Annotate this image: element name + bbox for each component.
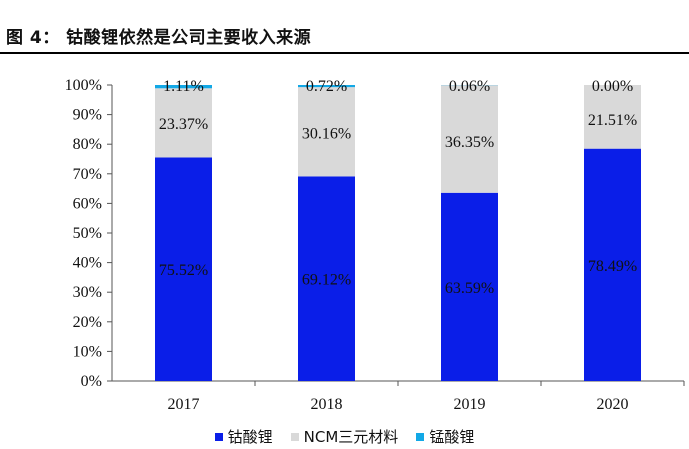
legend-item: 钴酸锂	[214, 426, 273, 447]
bar-segment	[441, 192, 498, 381]
chart-data-labels: 75.52% 23.37% 1.11% 69.12% 30.16% 0.72% 63.59%…	[159, 78, 637, 297]
x-tick-label: 2019	[454, 396, 486, 413]
bar-segment	[584, 85, 641, 149]
legend-label: 钴酸锂	[227, 428, 273, 446]
bar-segment	[298, 85, 355, 88]
data-label: 21.51%	[588, 112, 637, 129]
y-tick-label: 30%	[73, 284, 102, 301]
data-label: 1.11%	[163, 78, 204, 95]
y-tick-label: 20%	[73, 314, 102, 331]
legend-swatch	[416, 432, 425, 441]
legend-item: NCM三元材料	[290, 426, 399, 447]
y-tick-label: 60%	[73, 195, 102, 212]
legend-label: 锰酸锂	[429, 428, 475, 446]
chart-axes: 0% 10% 20% 30% 40% 50% 60% 70% 80% 90% 100% 2017 201…	[65, 77, 685, 413]
y-tick-label: 100%	[65, 77, 102, 94]
y-tick-label: 90%	[73, 107, 102, 124]
legend-item: 锰酸锂	[416, 426, 474, 447]
data-label: 0.00%	[592, 78, 633, 95]
y-tick-label: 10%	[73, 343, 102, 360]
data-label: 23.37%	[159, 116, 208, 133]
y-tick-label: 70%	[73, 166, 102, 183]
data-label: 0.06%	[449, 78, 490, 95]
y-tick-label: 0%	[81, 373, 102, 390]
bar-segment	[155, 85, 212, 89]
data-label: 69.12%	[302, 272, 351, 289]
legend-swatch	[214, 432, 223, 441]
y-tick-label: 40%	[73, 255, 102, 272]
x-tick-label: 2018	[311, 396, 343, 413]
bar-segment	[298, 87, 355, 177]
bar-segment	[155, 88, 212, 158]
legend-swatch	[290, 432, 299, 441]
stacked-bar-chart: 0% 10% 20% 30% 40% 50% 60% 70% 80% 90% 100% 2017 201…	[65, 77, 685, 413]
bar-segment	[155, 157, 212, 381]
legend-label: NCM三元材料	[303, 428, 399, 446]
y-tick-label: 50%	[73, 225, 102, 242]
x-tick-label: 2017	[168, 396, 200, 413]
data-label: 75.52%	[159, 262, 208, 279]
chart-bars	[155, 85, 641, 381]
data-label: 63.59%	[445, 280, 494, 297]
chart-legend: 钴酸锂 NCM三元材料 锰酸锂	[0, 426, 689, 447]
figure-title: 图 4： 钴酸锂依然是公司主要收入来源	[6, 28, 312, 48]
data-label: 30.16%	[302, 126, 351, 143]
bar-segment	[298, 176, 355, 381]
data-label: 36.35%	[445, 134, 494, 151]
bar-segment	[441, 85, 498, 193]
x-tick-label: 2020	[597, 396, 629, 413]
title-rule	[0, 52, 689, 54]
y-tick-label: 80%	[73, 136, 102, 153]
bar-segment	[584, 148, 641, 381]
data-label: 0.72%	[306, 78, 347, 95]
data-label: 78.49%	[588, 258, 637, 275]
